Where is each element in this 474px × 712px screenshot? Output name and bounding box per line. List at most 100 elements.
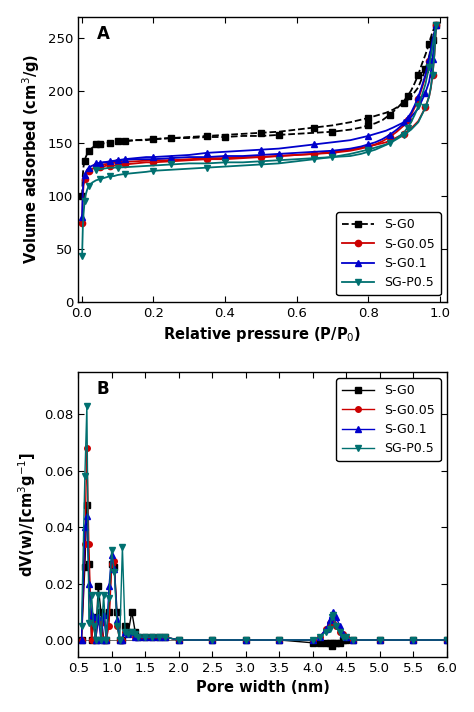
SG-P0.5 [186,164,192,173]
SG-P0.5 [323,627,329,636]
S-G0.1 [350,636,356,644]
S-G0.05 [337,627,343,636]
SG-P0.5 [101,590,107,599]
S-G0.05 [428,84,434,93]
S-G0.05 [117,636,123,644]
SG-P0.5 [156,633,162,642]
S-G0.05 [383,138,389,147]
S-G0 [95,582,101,591]
S-G0.1 [430,55,436,63]
X-axis label: Pore width (nm): Pore width (nm) [196,681,329,696]
Line: S-G0.05: S-G0.05 [79,22,439,226]
S-G0.05 [329,147,335,156]
S-G0.05 [81,182,86,190]
S-G0.05 [93,163,99,172]
SG-P0.5 [344,633,349,642]
S-G0.1 [415,104,421,112]
S-G0 [117,636,123,644]
S-G0.1 [330,607,336,616]
S-G0.1 [204,149,210,157]
S-G0.1 [329,610,335,619]
S-G0.1 [109,551,115,560]
S-G0.05 [333,622,339,630]
S-G0.05 [344,633,349,642]
S-G0.05 [410,636,416,644]
S-G0 [294,125,300,134]
S-G0 [150,135,156,143]
SG-P0.5 [210,636,215,644]
S-G0.05 [79,636,84,644]
S-G0 [408,93,414,101]
SG-P0.5 [444,636,450,644]
S-G0 [168,134,174,142]
SG-P0.5 [79,622,84,630]
S-G0.1 [126,630,131,639]
S-G0.1 [423,88,428,97]
S-G0.1 [82,523,88,531]
S-G0 [133,136,138,145]
SG-P0.5 [82,197,87,206]
S-G0.1 [276,145,282,153]
S-G0.1 [310,636,316,644]
S-G0 [89,636,94,644]
S-G0.05 [317,633,322,642]
S-G0 [142,633,148,642]
SG-P0.5 [204,163,210,172]
SG-P0.5 [168,165,174,174]
SG-P0.5 [84,402,90,410]
S-G0 [340,636,346,644]
S-G0.05 [109,560,115,568]
S-G0.05 [365,142,371,151]
S-G0.1 [431,37,437,46]
S-G0 [410,636,416,644]
S-G0.1 [391,123,396,132]
S-G0.1 [401,118,407,127]
S-G0 [93,636,99,644]
Line: S-G0.1: S-G0.1 [79,22,439,221]
S-G0.1 [340,630,346,639]
S-G0.1 [222,147,228,156]
S-G0.1 [410,636,416,644]
S-G0 [401,99,407,108]
S-G0.1 [84,511,90,520]
SG-P0.5 [136,633,141,642]
S-G0 [97,140,102,149]
S-G0 [82,562,88,571]
S-G0 [149,633,155,642]
SG-P0.5 [84,186,90,194]
SG-P0.5 [310,636,316,644]
S-G0.05 [111,557,117,565]
S-G0.05 [95,616,101,624]
SG-P0.5 [433,21,439,29]
SG-P0.5 [428,83,434,92]
S-G0 [350,636,356,644]
S-G0.05 [276,636,282,644]
S-G0.05 [93,636,99,644]
S-G0 [108,139,113,147]
SG-P0.5 [276,636,282,644]
S-G0.1 [108,157,113,166]
S-G0 [126,627,131,636]
SG-P0.5 [132,630,138,639]
SG-P0.5 [100,174,106,182]
SG-P0.5 [163,633,168,642]
S-G0.1 [90,161,95,169]
S-G0.1 [444,636,450,644]
SG-P0.5 [415,118,421,127]
S-G0 [431,28,437,37]
S-G0.1 [176,636,182,644]
S-G0.1 [426,78,432,86]
S-G0.05 [129,627,135,636]
SG-P0.5 [86,182,92,190]
S-G0 [327,639,332,647]
S-G0 [329,121,335,130]
S-G0.05 [150,158,156,167]
Y-axis label: Volume adsorbed (cm$^3$/g): Volume adsorbed (cm$^3$/g) [21,54,42,264]
SG-P0.5 [347,150,353,158]
S-G0.05 [79,219,85,227]
SG-P0.5 [149,633,155,642]
S-G0 [430,36,436,44]
S-G0 [84,501,90,509]
S-G0.1 [408,112,414,121]
SG-P0.5 [317,633,322,642]
